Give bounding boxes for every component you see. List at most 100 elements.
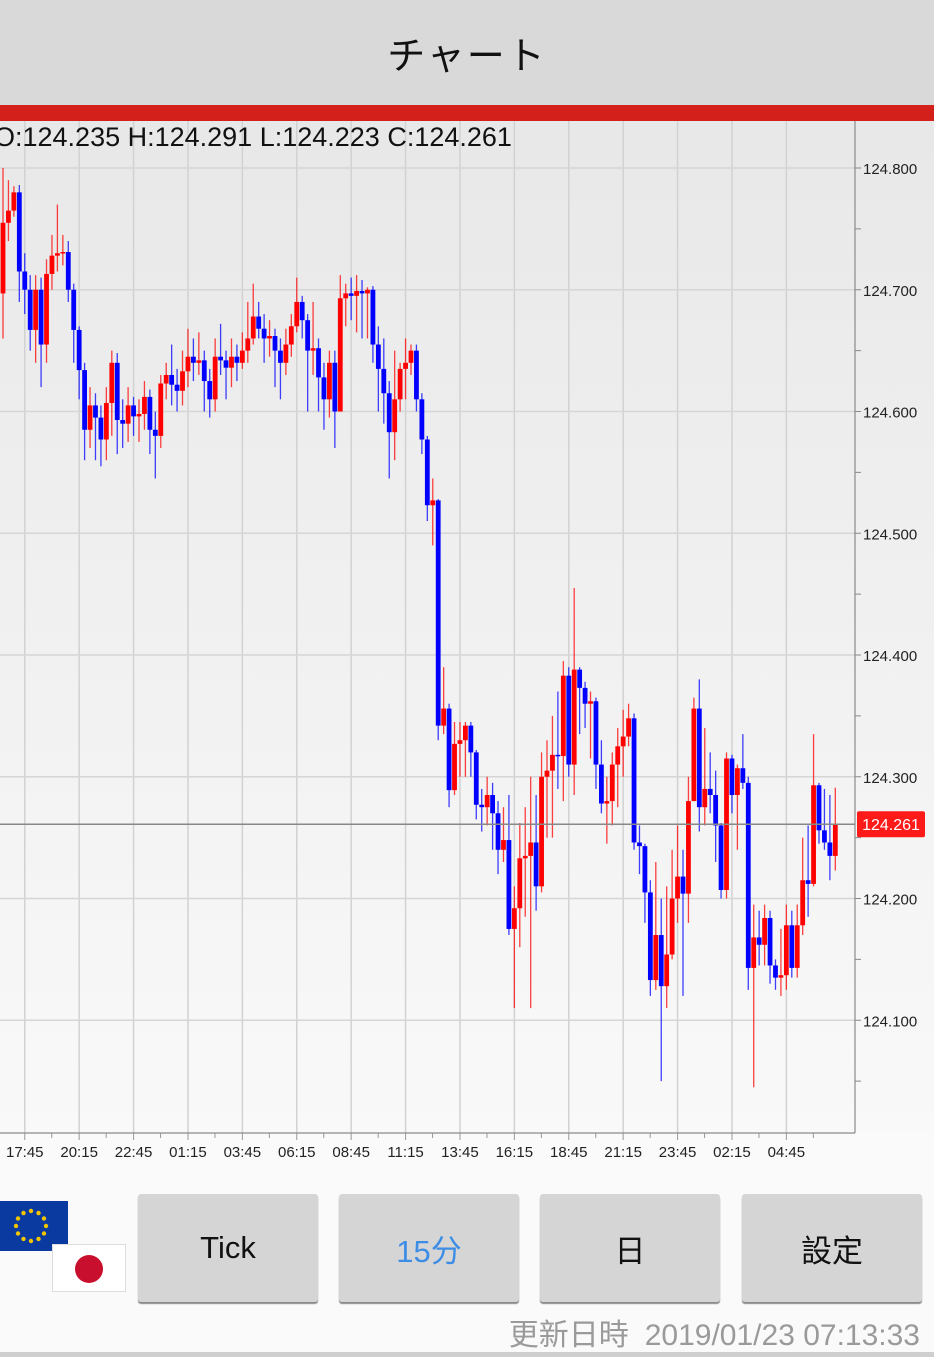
candle-up [588,701,593,704]
x-tick-label: 21:15 [604,1144,642,1161]
candle-down [305,320,311,351]
x-tick-label: 18:45 [550,1144,588,1161]
candle-up [33,289,39,330]
eu-flag-icon[interactable] [0,1201,68,1251]
daily-button-label: 日 [614,1233,646,1269]
candle-up [832,824,838,856]
candle-up [55,253,60,256]
candle-up [783,925,789,976]
candle-down [348,293,354,296]
candle-up [283,344,289,363]
candle-down [375,344,381,369]
current-price-badge [857,811,925,838]
y-tick-label: 124.500 [863,526,917,543]
candle-down [169,374,175,385]
candle-down [566,675,572,765]
candle-up [511,908,517,929]
candle-down [234,356,240,363]
candle-down [272,336,278,351]
15min-button[interactable]: 15分 [339,1194,519,1302]
candle-down [120,420,126,424]
candle-down [370,289,376,345]
candle-down [468,725,474,753]
candle-up [6,210,11,223]
candle-down [506,840,512,929]
candle-up [136,413,142,417]
candle-down [424,439,430,506]
candle-up [294,301,300,327]
candle-up [517,858,523,909]
candle-down [218,356,223,361]
candle-down [816,785,822,831]
candle-down [152,429,158,436]
x-tick-label: 11:15 [387,1144,423,1161]
last-updated-value: 2019/01/23 07:13:33 [644,1319,920,1352]
candle-down [174,384,180,391]
tick-button[interactable]: Tick [138,1194,318,1302]
candle-down [16,192,22,272]
candle-down [582,687,588,704]
candle-down [191,356,196,363]
candle-up [60,252,66,254]
eu-star [43,1223,49,1229]
candle-up [11,192,17,211]
y-tick-label: 124.100 [863,1013,917,1030]
candle-up [354,290,359,296]
candle-up [288,326,294,345]
candle-up [343,293,349,299]
candle-up [327,362,332,400]
candle-down [473,752,479,805]
x-tick-label: 13:45 [441,1144,479,1161]
candle-down [756,937,762,945]
candle-up [109,362,115,403]
candle-up [337,298,343,412]
candle-up [522,855,528,859]
x-tick-label: 08:45 [332,1144,370,1161]
candle-up [250,316,256,339]
y-tick-label: 124.400 [863,648,917,665]
candle-up [463,725,468,741]
candle-down [767,917,773,966]
x-tick-label: 22:45 [115,1144,153,1161]
candle-up [44,273,49,345]
candle-down [740,768,746,783]
y-tick-label: 124.800 [863,161,917,178]
candle-down [414,350,419,400]
candle-up [560,675,566,757]
candlestick-chart[interactable]: 17:45 20:15 22:45 01:15 03:45 06:15 08:45 11:15… [0,121,934,1181]
x-tick-label: 16:15 [496,1144,534,1161]
candle-down [76,329,82,371]
candle-up [310,348,316,351]
daily-button[interactable]: 日 [540,1194,720,1302]
y-tick-label: 124.200 [863,892,917,909]
candle-down [822,830,827,843]
candle-up [397,368,403,400]
x-tick-label: 03:45 [224,1144,262,1161]
candle-up [103,402,109,440]
candle-up [664,954,670,987]
candle-down [71,289,77,330]
candle-down [419,399,425,440]
jp-flag-icon[interactable] [52,1244,126,1292]
candle-down [479,804,485,808]
eu-star [36,1236,41,1242]
candle-down [22,271,28,290]
x-tick-label: 17:45 [6,1144,44,1161]
y-tick-label: 124.300 [863,770,917,787]
candle-up [528,842,534,856]
candle-up [653,935,659,981]
candle-down [316,348,321,378]
candle-down [201,360,207,382]
candle-up [751,937,757,968]
eu-star [13,1223,19,1229]
eu-star [41,1216,47,1221]
candle-down [637,842,642,847]
y-tick-label: 124.600 [863,405,917,422]
candle-up [185,356,191,372]
settings-button[interactable]: 設定 [742,1194,922,1302]
candle-down [729,758,735,796]
settings-button-label: 設定 [801,1233,863,1269]
candle-up [626,718,631,737]
candle-up [615,746,621,765]
candle-down [680,876,686,894]
